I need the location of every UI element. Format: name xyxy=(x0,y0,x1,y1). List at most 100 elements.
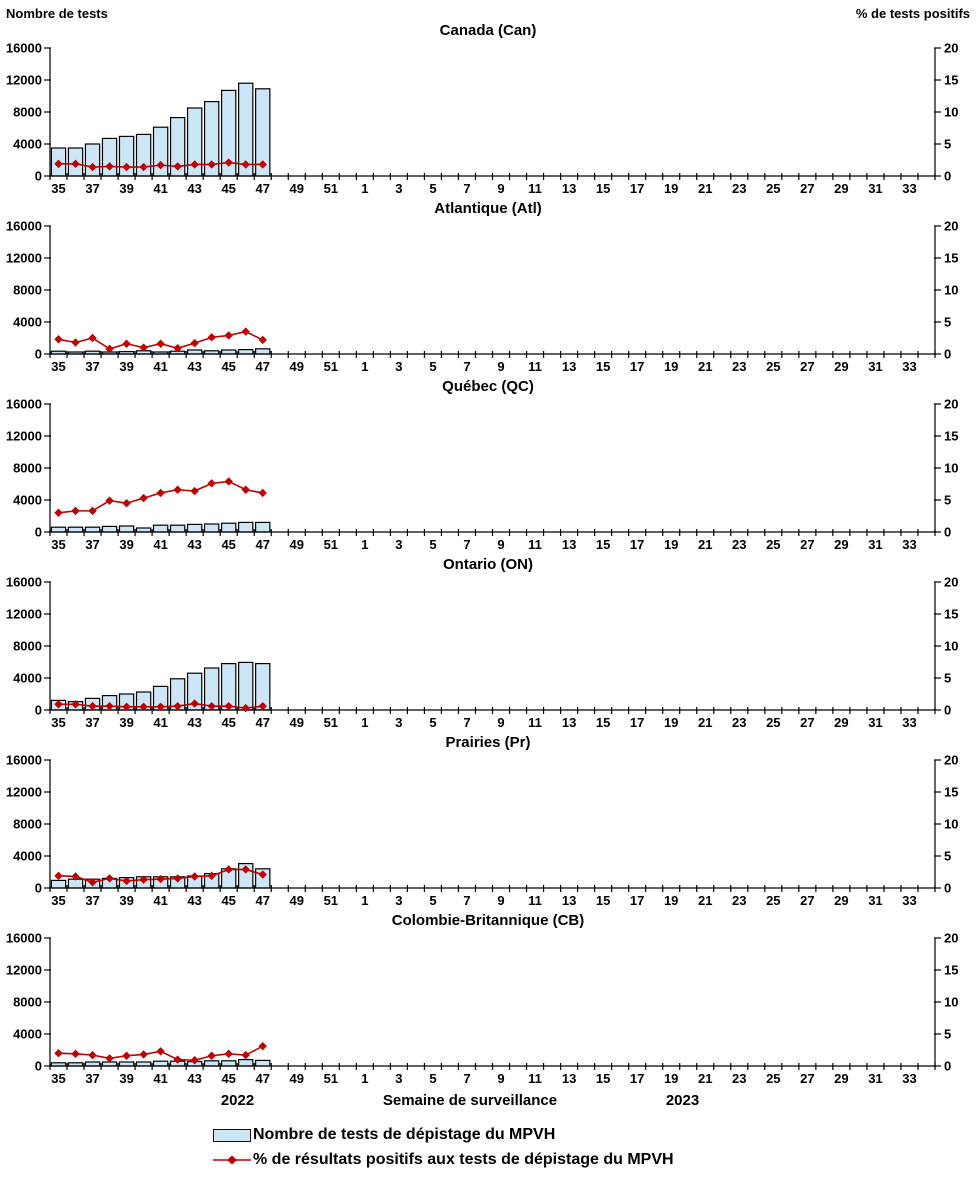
week-tick-label: 11 xyxy=(528,181,542,196)
x-axis-title: Semaine de surveillance xyxy=(382,1092,558,1109)
week-tick-label: 25 xyxy=(766,1071,780,1086)
week-tick-label: 1 xyxy=(361,1071,368,1086)
bar xyxy=(238,521,254,533)
right-tick-label: 5 xyxy=(944,315,951,330)
axes-group xyxy=(44,403,941,536)
left-tick-label: 0 xyxy=(35,881,42,896)
pct-marker xyxy=(224,1049,233,1059)
pct-marker xyxy=(241,327,250,336)
pct-marker xyxy=(105,344,114,354)
week-tick-label: 31 xyxy=(868,1071,882,1086)
week-tick-label: 21 xyxy=(698,359,712,374)
week-tick-label: 51 xyxy=(324,715,338,730)
week-tick-label: 5 xyxy=(429,1071,436,1086)
pct-line-group xyxy=(54,158,267,172)
panel-colombie-britannique: Colombie-Britannique (CB) 0 4000 8000 12000… xyxy=(0,912,976,1090)
week-tick-label: 43 xyxy=(187,893,201,908)
left-tick-label: 8000 xyxy=(13,995,42,1010)
week-tick-label: 43 xyxy=(187,359,201,374)
week-tick-label: 25 xyxy=(766,715,780,730)
week-tick-label: 9 xyxy=(497,893,504,908)
bar xyxy=(186,523,203,533)
week-tick-label: 49 xyxy=(290,893,304,908)
pct-marker xyxy=(156,488,165,498)
pct-marker xyxy=(258,1041,267,1051)
week-tick-label: 17 xyxy=(630,537,644,552)
pct-marker xyxy=(88,506,97,516)
week-tick-label: 31 xyxy=(868,359,882,374)
week-tick-label: 49 xyxy=(290,715,304,730)
pct-marker xyxy=(207,1051,216,1060)
right-tick-label: 15 xyxy=(944,963,958,978)
week-tick-label: 33 xyxy=(902,1071,916,1086)
left-tick-label: 4000 xyxy=(13,137,42,152)
week-tick-label: 39 xyxy=(119,537,133,552)
left-tick-label: 12000 xyxy=(6,73,42,88)
right-tick-label: 15 xyxy=(944,429,958,444)
axes-group xyxy=(44,759,941,892)
left-tick-label: 12000 xyxy=(6,963,42,978)
week-tick-label: 39 xyxy=(119,893,133,908)
pct-marker xyxy=(156,702,165,711)
legend-item-pct-positive: % de résultats positifs aux tests de dép… xyxy=(213,1151,976,1169)
panel-atlantique: Atlantique (Atl) 0 4000 8000 12000 16000 0 5 10… xyxy=(0,200,976,378)
week-tick-label: 41 xyxy=(153,359,167,374)
pct-marker xyxy=(88,878,97,887)
week-tick-label: 17 xyxy=(630,359,644,374)
week-tick-label: 33 xyxy=(902,893,916,908)
right-tick-label: 10 xyxy=(944,995,958,1010)
right-tick-label: 15 xyxy=(944,785,958,800)
left-tick-label: 8000 xyxy=(13,639,42,654)
week-tick-label: 51 xyxy=(324,537,338,552)
right-tick-label: 10 xyxy=(944,461,958,476)
week-tick-label: 35 xyxy=(51,181,65,196)
pct-marker xyxy=(241,1050,250,1060)
left-tick-label: 8000 xyxy=(13,283,42,298)
pct-marker xyxy=(224,701,233,711)
week-tick-label: 15 xyxy=(596,1071,610,1086)
bar xyxy=(50,526,67,533)
week-tick-label: 39 xyxy=(119,359,133,374)
pct-marker xyxy=(156,160,165,170)
week-tick-label: 31 xyxy=(868,181,882,196)
bar xyxy=(220,522,237,533)
pct-marker xyxy=(258,335,267,345)
left-axis-title: Nombre de tests xyxy=(6,6,108,21)
bar xyxy=(238,349,254,355)
week-tick-label: 31 xyxy=(868,537,882,552)
pct-marker xyxy=(71,506,80,516)
left-tick-label: 16000 xyxy=(6,41,42,56)
right-tick-label: 0 xyxy=(944,881,951,896)
week-tick-label: 5 xyxy=(429,537,436,552)
week-tick-label: 35 xyxy=(51,359,65,374)
right-tick-label: 5 xyxy=(944,671,951,686)
week-tick-label: 15 xyxy=(596,181,610,196)
week-tick-label: 15 xyxy=(596,715,610,730)
week-tick-label: 23 xyxy=(732,1071,746,1086)
week-tick-label: 41 xyxy=(153,181,167,196)
year-label-2022: 2022 xyxy=(220,1092,255,1109)
week-tick-label: 15 xyxy=(596,359,610,374)
pct-marker xyxy=(241,160,250,169)
week-tick-label: 29 xyxy=(834,181,848,196)
week-tick-label: 45 xyxy=(221,359,235,374)
right-tick-label: 20 xyxy=(944,219,958,234)
week-tick-label: 19 xyxy=(664,181,678,196)
bar xyxy=(152,524,169,533)
week-tick-label: 17 xyxy=(630,181,644,196)
right-tick-label: 5 xyxy=(944,1027,951,1042)
pct-marker xyxy=(105,1054,114,1063)
week-tick-label: 25 xyxy=(766,537,780,552)
left-tick-label: 12000 xyxy=(6,429,42,444)
right-tick-label: 15 xyxy=(944,251,958,266)
right-tick-label: 15 xyxy=(944,73,958,88)
right-tick-label: 20 xyxy=(944,397,958,412)
axes-group xyxy=(44,581,941,714)
left-tick-label: 16000 xyxy=(6,397,42,412)
week-tick-label: 7 xyxy=(463,893,470,908)
panel-title: Atlantique (Atl) xyxy=(434,200,542,217)
